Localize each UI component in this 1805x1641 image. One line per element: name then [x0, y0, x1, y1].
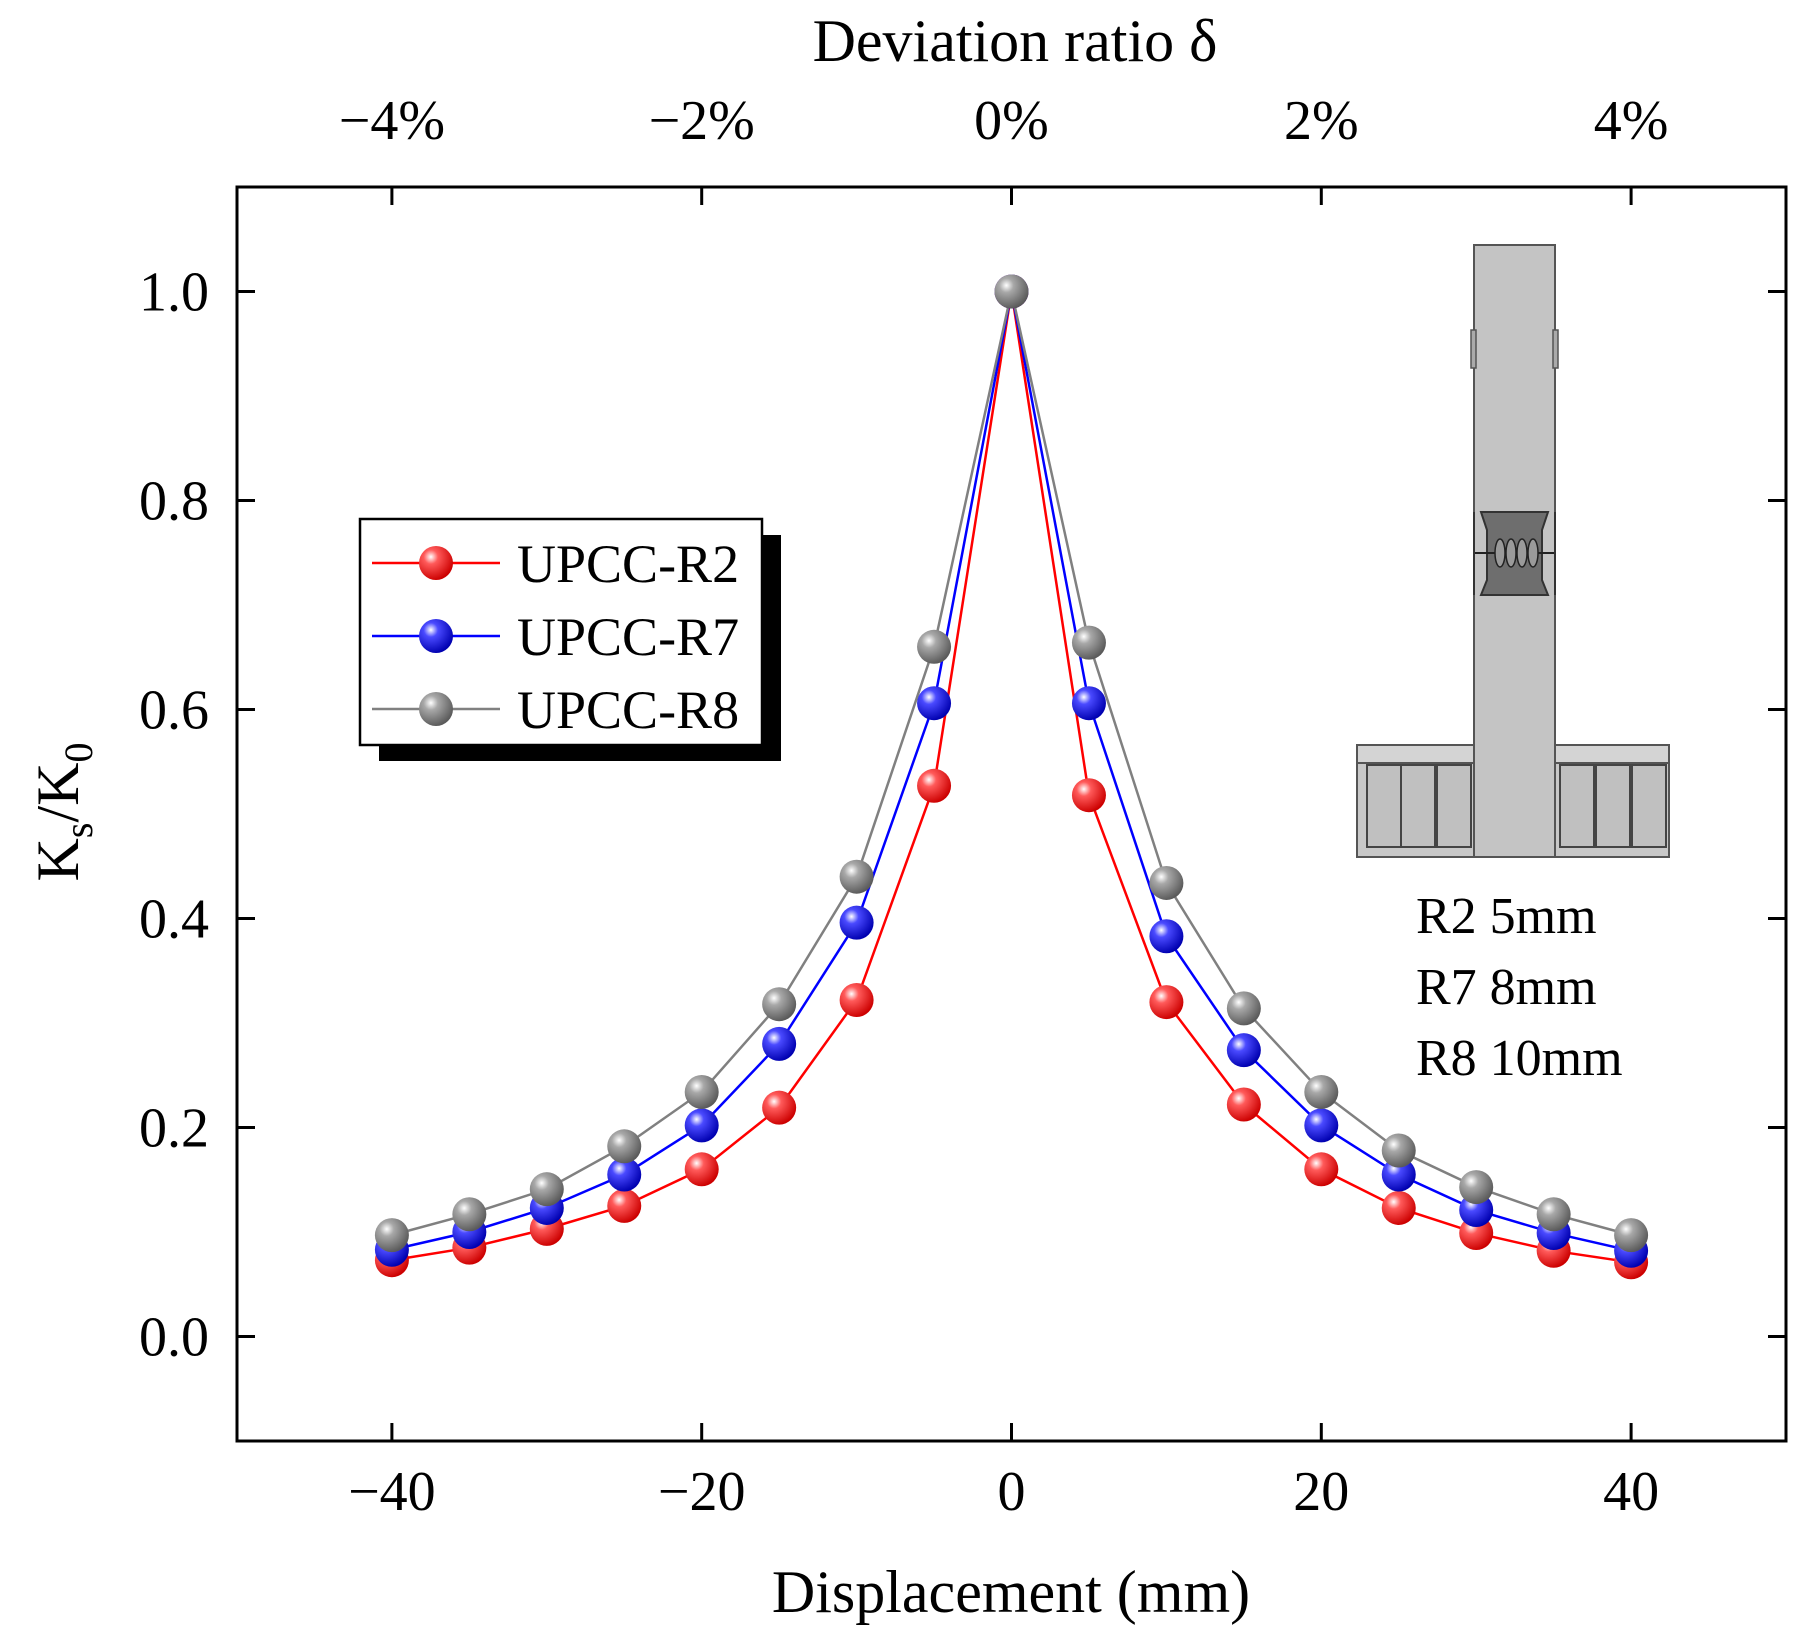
data-point-UPCC-R7: [839, 905, 874, 940]
x-tick-label: −40: [348, 1461, 436, 1523]
data-point-UPCC-R8: [684, 1074, 719, 1109]
note-r7: R7 8mm: [1416, 959, 1597, 1016]
y-tick-label: 0.6: [139, 680, 209, 742]
top-tick-label: 2%: [1284, 90, 1359, 152]
legend-marker: [419, 619, 453, 653]
legend-marker: [419, 692, 453, 726]
data-point-UPCC-R8: [374, 1218, 409, 1253]
top-tick-label: −2%: [649, 90, 755, 152]
data-point-UPCC-R2: [917, 768, 952, 803]
data-point-UPCC-R8: [762, 987, 797, 1022]
data-point-UPCC-R8: [1536, 1197, 1571, 1232]
specimen-illustration: [1356, 244, 1670, 858]
data-point-UPCC-R2: [607, 1188, 642, 1223]
x-axis-label: Displacement (mm): [772, 1559, 1250, 1625]
data-point-UPCC-R8: [839, 859, 874, 894]
top-axis-label: Deviation ratio δ: [813, 8, 1218, 74]
data-point-UPCC-R8: [1459, 1170, 1494, 1205]
data-point-UPCC-R2: [684, 1152, 719, 1187]
series-group: [374, 274, 1649, 1280]
data-point-UPCC-R8: [1149, 865, 1184, 900]
data-point-UPCC-R7: [762, 1026, 797, 1061]
y-tick-label: 1.0: [139, 262, 209, 324]
data-point-UPCC-R8: [1226, 991, 1261, 1026]
y-tick-label: 0.4: [139, 889, 209, 951]
y-axis-label: Ks/K0: [25, 743, 101, 882]
legend-label: UPCC-R2: [517, 534, 739, 594]
data-point-UPCC-R7: [684, 1108, 719, 1143]
data-point-UPCC-R2: [1071, 778, 1106, 813]
y-axis: 0.0 0.2 0.4 0.6 0.8 1.0: [139, 262, 1786, 1369]
bottom-x-axis: −40 −20 0 20 40: [348, 1423, 1659, 1523]
data-point-UPCC-R8: [917, 629, 952, 664]
y-tick-label: 0.2: [139, 1098, 209, 1160]
data-point-UPCC-R8: [452, 1197, 487, 1232]
top-x-axis: −4% −2% 0% 2% 4%: [339, 90, 1669, 205]
legend: UPCC-R2 UPCC-R7 UPCC-R8: [358, 517, 781, 761]
data-point-UPCC-R7: [1381, 1157, 1416, 1192]
data-point-UPCC-R2: [839, 983, 874, 1018]
data-point-UPCC-R7: [1149, 919, 1184, 954]
x-tick-label: −20: [658, 1461, 746, 1523]
y-tick-label: 0.0: [139, 1307, 209, 1369]
x-tick-label: 40: [1603, 1461, 1659, 1523]
top-tick-label: 4%: [1594, 90, 1669, 152]
data-point-UPCC-R8: [1381, 1133, 1416, 1168]
top-tick-label: 0%: [974, 90, 1049, 152]
top-tick-label: −4%: [339, 90, 445, 152]
data-point-UPCC-R8: [529, 1172, 564, 1207]
x-tick-label: 20: [1293, 1461, 1349, 1523]
legend-marker: [419, 546, 453, 580]
data-point-UPCC-R2: [1149, 985, 1184, 1020]
data-point-UPCC-R2: [1226, 1087, 1261, 1122]
y-tick-label: 0.8: [139, 471, 209, 533]
data-point-UPCC-R2: [1304, 1152, 1339, 1187]
data-point-UPCC-R2: [1381, 1190, 1416, 1225]
legend-label: UPCC-R7: [517, 607, 739, 667]
data-point-UPCC-R7: [1226, 1033, 1261, 1068]
data-point-UPCC-R7: [917, 686, 952, 721]
data-point-UPCC-R8: [1304, 1074, 1339, 1109]
x-tick-label: 0: [998, 1461, 1026, 1523]
data-point-UPCC-R8: [1614, 1218, 1649, 1253]
data-point-UPCC-R7: [1071, 686, 1106, 721]
data-point-UPCC-R7: [607, 1157, 642, 1192]
legend-label: UPCC-R8: [517, 680, 739, 740]
data-point-UPCC-R7: [1304, 1108, 1339, 1143]
data-point-UPCC-R8: [1071, 625, 1106, 660]
data-point-UPCC-R2: [762, 1090, 797, 1125]
note-r2: R2 5mm: [1416, 888, 1597, 945]
data-point-UPCC-R8: [994, 274, 1029, 309]
note-r8: R8 10mm: [1416, 1030, 1623, 1087]
data-point-UPCC-R8: [607, 1129, 642, 1164]
